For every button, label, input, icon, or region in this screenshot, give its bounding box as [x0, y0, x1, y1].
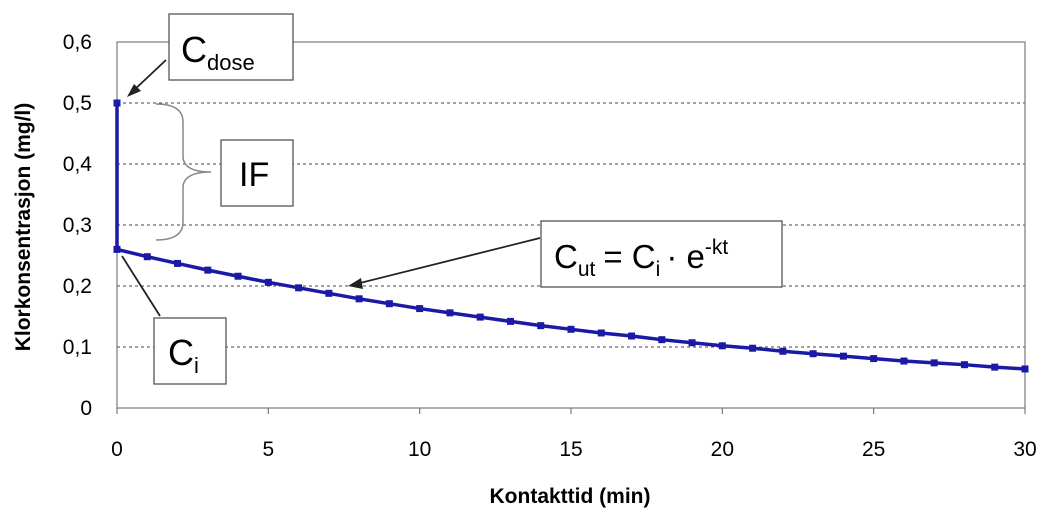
annotation-ci-label: Ci	[168, 332, 199, 378]
annotation-cdose-box	[168, 13, 294, 81]
data-point	[476, 313, 484, 321]
x-tick-label: 20	[711, 438, 734, 461]
annotation-cdose-label: Cdose	[181, 29, 255, 75]
data-point	[839, 352, 847, 360]
x-tick-label: 25	[862, 438, 885, 461]
y-tick-label: 0,5	[63, 92, 92, 115]
data-point	[446, 309, 454, 317]
data-point	[779, 347, 787, 355]
x-tick-label: 15	[559, 438, 582, 461]
x-tick-label: 5	[262, 438, 274, 461]
y-tick-label: 0,1	[63, 336, 92, 359]
y-tick-label: 0,3	[63, 214, 92, 237]
annotation-cut-formula: Cut = Ci · e-kt	[554, 236, 728, 281]
data-point	[718, 342, 726, 350]
data-point	[567, 325, 575, 333]
annotation-cdose: Cdose	[127, 13, 294, 97]
data-point	[295, 284, 303, 292]
data-point	[537, 322, 545, 330]
data-point	[597, 329, 605, 337]
x-tick-labels: 0 5 10 15 20 25 30	[111, 408, 1037, 461]
annotation-if: IF	[155, 103, 294, 241]
annotation-cdose-arrow	[131, 59, 167, 93]
series-line-path	[115, 103, 1026, 371]
data-point	[204, 266, 212, 274]
data-point	[416, 305, 424, 313]
data-point	[960, 361, 968, 369]
y-axis-title: Klorkonsentrasjon (mg/l)	[12, 103, 35, 352]
x-tick-label: 0	[111, 438, 123, 461]
data-point	[991, 363, 999, 371]
data-point	[930, 359, 938, 367]
data-point	[234, 272, 242, 280]
annotation-if-box	[220, 139, 294, 207]
data-point	[1021, 365, 1029, 373]
data-point	[628, 332, 636, 340]
data-point	[264, 278, 272, 286]
x-tick-label: 10	[408, 438, 431, 461]
annotation-cut-arrow	[355, 237, 541, 285]
annotation-if-label: IF	[239, 156, 269, 194]
y-tick-label: 0,2	[63, 275, 92, 298]
data-point	[870, 355, 878, 363]
x-axis-title: Kontakttid (min)	[490, 485, 651, 508]
brace	[155, 103, 212, 241]
x-tick-label: 30	[1013, 438, 1036, 461]
annotation-cut: Cut = Ci · e-kt	[348, 220, 783, 289]
annotation-cut-box	[540, 220, 783, 288]
data-point	[355, 295, 363, 303]
y-tick-label: 0	[80, 397, 92, 420]
data-point	[900, 357, 908, 365]
y-tick-labels: 0 0,1 0,2 0,3 0,4 0,5 0,6	[63, 31, 93, 420]
annotation-cdose-arrowhead	[127, 84, 141, 97]
data-point	[809, 350, 817, 358]
annotation-cut-arrowhead	[348, 278, 363, 289]
data-point	[325, 289, 333, 297]
data-point	[113, 245, 121, 253]
series-line	[113, 99, 1029, 373]
annotation-ci: Ci	[121, 255, 227, 385]
data-point	[506, 317, 514, 325]
data-point	[749, 344, 757, 352]
annotation-ci-pointer	[121, 255, 161, 317]
y-tick-label: 0,6	[63, 31, 92, 54]
data-point	[143, 253, 151, 261]
data-point	[688, 339, 696, 347]
data-point	[113, 99, 121, 107]
y-tick-label: 0,4	[63, 153, 93, 176]
data-point	[658, 336, 666, 344]
data-point	[174, 259, 182, 267]
data-point	[385, 300, 393, 308]
annotation-ci-box	[153, 317, 227, 385]
